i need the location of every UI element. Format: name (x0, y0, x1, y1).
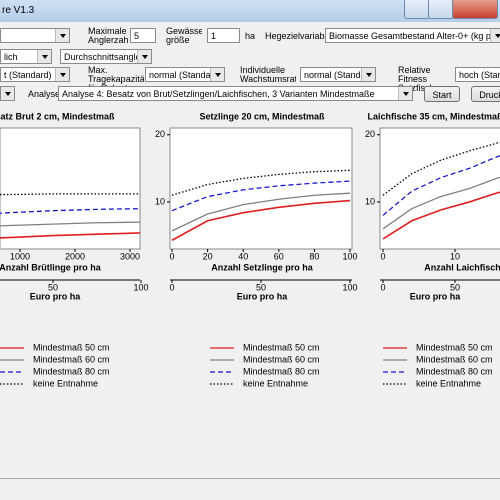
x-tick-label: 10 (450, 251, 460, 261)
input[interactable]: 1 (207, 28, 240, 43)
series-line (0, 232, 140, 239)
dropdown[interactable]: Analyse 4: Besatz von Brut/Setzlingen/La… (58, 86, 413, 101)
x2-tick-label: 0 (169, 282, 174, 292)
x2-tick-label: 50 (48, 282, 58, 292)
x-tick-label: 80 (309, 251, 319, 261)
legend-label: Mindestmaß 80 cm (33, 366, 110, 376)
y-tick-label: 20 (155, 129, 165, 139)
series-line (382, 155, 500, 216)
x2-tick-label: 0 (380, 282, 385, 292)
x-tick-label: 100 (342, 251, 357, 261)
series-line (382, 191, 500, 240)
chart-title: satz Brut 2 cm, Mindestmaß (0, 111, 115, 121)
label: Hegezielvariable (265, 31, 332, 41)
series-line (382, 176, 500, 230)
series-line (171, 180, 351, 212)
label: ha (245, 31, 256, 41)
x2-axis-label: Euro pro ha (410, 291, 461, 301)
x-tick-label: 3000 (120, 251, 140, 261)
x-axis-label: Anzahl Brütlinge pro ha (0, 262, 102, 272)
print-button[interactable]: Druck (471, 86, 500, 102)
dropdown[interactable]: hoch (Standard) (455, 67, 500, 82)
legend-label: keine Entnahme (243, 378, 308, 388)
dropdown[interactable]: Biomasse Gesamtbestand Alter-0+ (kg pro … (325, 28, 500, 43)
legend-label: Mindestmaß 80 cm (243, 366, 320, 376)
legend-label: Mindestmaß 60 cm (33, 354, 110, 364)
legend-label: Mindestmaß 60 cm (416, 354, 493, 364)
legend-label: Mindestmaß 50 cm (416, 342, 493, 352)
y-tick-label: 20 (365, 129, 375, 139)
dropdown[interactable]: normal (Standard) (145, 67, 225, 82)
series-line (171, 199, 351, 241)
dropdown[interactable]: Durchschnittsangler (60, 49, 152, 64)
start-button[interactable]: Start (424, 86, 460, 102)
dropdown[interactable] (0, 28, 70, 43)
plot-frame (0, 127, 141, 250)
dropdown[interactable]: lich (0, 49, 52, 64)
series-line (0, 221, 140, 227)
label: Relative Fitness Satzfische (398, 66, 440, 93)
series-line (171, 192, 351, 232)
series-line (171, 169, 351, 196)
dropdown[interactable]: normal (Standard) (300, 67, 376, 82)
x2-tick-label: 100 (133, 282, 148, 292)
x-axis-label: Anzahl Laichfische pro ha (424, 262, 500, 272)
y-tick-label: 10 (155, 196, 165, 206)
chart-title: Setzlinge 20 cm, Mindestmaß (199, 111, 325, 121)
status-area (0, 478, 500, 500)
x2-tick-label: 100 (342, 282, 357, 292)
y-tick-label: 10 (365, 196, 375, 206)
x2-tick-label: 50 (256, 282, 266, 292)
x-tick-label: 20 (203, 251, 213, 261)
x-tick-label: 0 (380, 251, 385, 261)
legend-label: Mindestmaß 50 cm (243, 342, 320, 352)
series-line (0, 208, 140, 214)
x2-axis-label: Euro pro ha (30, 291, 81, 301)
x2-axis-label: Euro pro ha (237, 291, 288, 301)
window-title: re V1.3 (2, 5, 35, 16)
x-tick-label: 40 (238, 251, 248, 261)
legend-label: Mindestmaß 50 cm (33, 342, 110, 352)
legend-label: keine Entnahme (33, 378, 98, 388)
plot-frame (379, 127, 500, 250)
title-bar: re V1.3 (0, 0, 500, 22)
x-tick-label: 1000 (10, 251, 30, 261)
dropdown[interactable]: t (Standard) (0, 67, 70, 82)
x-axis-label: Anzahl Setzlinge pro ha (211, 262, 314, 272)
x-tick-label: 0 (169, 251, 174, 261)
legend-label: Mindestmaß 60 cm (243, 354, 320, 364)
plot-frame (169, 127, 353, 250)
close-button[interactable] (452, 0, 498, 19)
legend-label: keine Entnahme (416, 378, 481, 388)
label: Gewässer-größe (166, 27, 202, 45)
input[interactable]: 5 (130, 28, 156, 43)
x-tick-label: 60 (274, 251, 284, 261)
label: Maximale Anglerzahl (88, 27, 128, 45)
legend-label: Mindestmaß 80 cm (416, 366, 493, 376)
label: Analyse (28, 89, 61, 99)
label: Individuelle Wachstumsrate (240, 66, 296, 84)
x2-tick-label: 50 (450, 282, 460, 292)
chart-title: Laichfische 35 cm, Mindestmaß (367, 111, 500, 121)
x-tick-label: 2000 (65, 251, 85, 261)
dropdown[interactable] (0, 86, 15, 101)
series-line (0, 193, 140, 196)
